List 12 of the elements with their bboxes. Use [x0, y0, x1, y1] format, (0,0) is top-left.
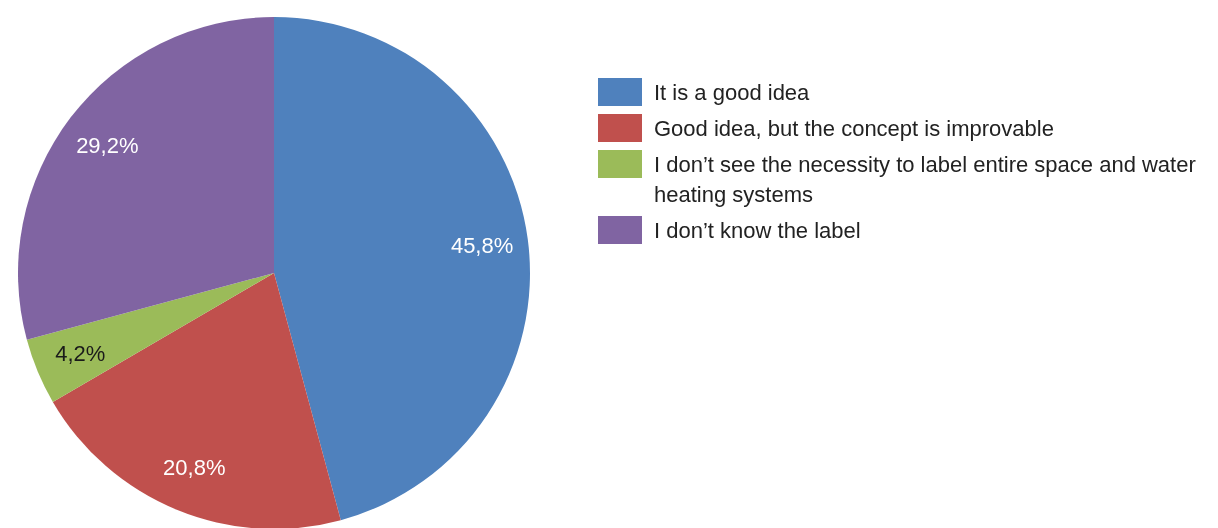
- legend-label: Good idea, but the concept is improvable: [654, 115, 1054, 143]
- legend-label: I don’t know the label: [654, 217, 861, 245]
- legend-label: It is a good idea: [654, 79, 810, 107]
- data-label: 29,2%: [76, 132, 139, 158]
- pie-slice: [26, 273, 274, 402]
- data-label: 4,2%: [55, 341, 106, 367]
- data-label: 20,8%: [163, 454, 226, 480]
- legend-label: I don’t see the necessity to label entire space and water heating systems: [654, 151, 1197, 209]
- pie-slice: [52, 273, 341, 528]
- pie-slice: [274, 17, 530, 521]
- data-label: 45,8%: [450, 232, 514, 258]
- pie-slice: [18, 17, 274, 340]
